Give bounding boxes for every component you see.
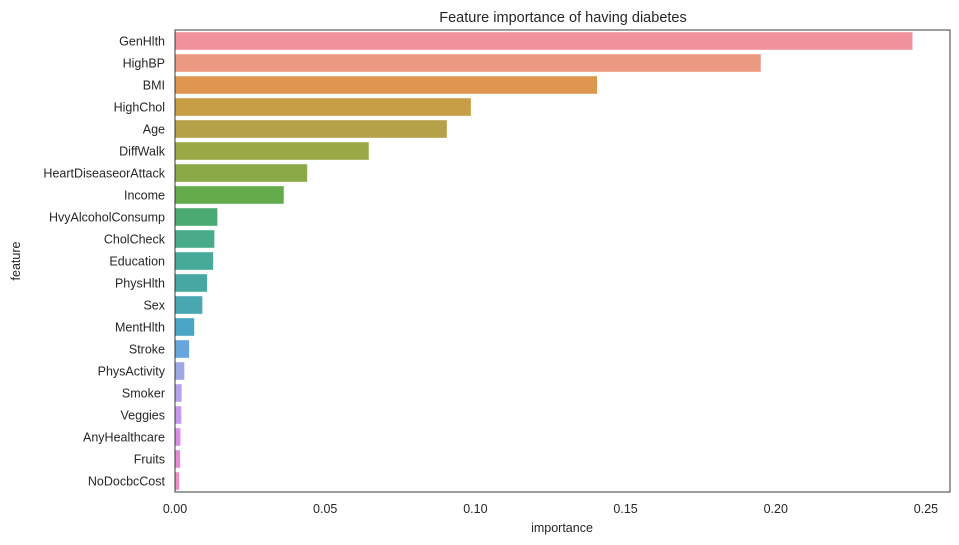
bar (175, 54, 761, 72)
bar (175, 274, 208, 292)
bar (175, 318, 195, 336)
bar (175, 406, 182, 424)
y-tick-label: Stroke (129, 343, 165, 357)
x-tick-label: 0.10 (463, 502, 487, 516)
x-axis-label: importance (531, 521, 593, 535)
y-tick-label: Age (143, 123, 165, 137)
y-axis-label: feature (9, 241, 23, 280)
y-tick-label: BMI (143, 79, 165, 93)
bar (175, 98, 471, 116)
y-tick-label: Income (124, 189, 165, 203)
bar (175, 450, 181, 468)
y-tick-label: MentHlth (115, 321, 165, 335)
bar (175, 120, 447, 138)
chart-title: Feature importance of having diabetes (439, 10, 686, 26)
bar (175, 296, 203, 314)
y-tick-label: Sex (143, 299, 165, 313)
bar (175, 252, 214, 270)
x-tick-label: 0.25 (914, 502, 938, 516)
y-tick-label: HvyAlcoholConsump (49, 211, 165, 225)
bar (175, 472, 180, 490)
bar (175, 186, 284, 204)
bar (175, 76, 598, 94)
y-tick-label: Education (109, 255, 165, 269)
x-tick-label: 0.05 (313, 502, 337, 516)
y-tick-label: Smoker (122, 387, 165, 401)
x-tick-label: 0.20 (764, 502, 788, 516)
y-tick-label: Veggies (121, 409, 165, 423)
bar (175, 164, 308, 182)
bars (175, 32, 913, 490)
bar (175, 142, 369, 160)
x-tick-label: 0.15 (613, 502, 637, 516)
y-tick-label: PhysActivity (98, 365, 166, 379)
bar (175, 384, 182, 402)
y-tick-label: PhysHlth (115, 277, 165, 291)
bar (175, 362, 185, 380)
y-tick-label: DiffWalk (119, 145, 166, 159)
y-tick-label: HighBP (123, 57, 165, 71)
bar (175, 340, 190, 358)
y-tick-label: AnyHealthcare (83, 431, 165, 445)
y-tick-label: Fruits (134, 453, 165, 467)
y-tick-labels: GenHlth HighBP BMI HighChol Age DiffWalk Heart… (43, 35, 165, 489)
y-tick-label: HighChol (114, 101, 165, 115)
y-tick-label: GenHlth (119, 35, 165, 49)
x-tick-labels: 0.00 0.05 0.10 0.15 0.20 0.25 (163, 502, 938, 516)
y-tick-label: CholCheck (104, 233, 166, 247)
x-tick-label: 0.00 (163, 502, 187, 516)
plot-frame (174, 29, 951, 493)
bar (175, 230, 215, 248)
y-tick-label: NoDocbcCost (88, 475, 166, 489)
y-tick-label: HeartDiseaseorAttack (43, 167, 165, 181)
bar (175, 428, 181, 446)
bar (175, 32, 913, 50)
bar (175, 208, 218, 226)
